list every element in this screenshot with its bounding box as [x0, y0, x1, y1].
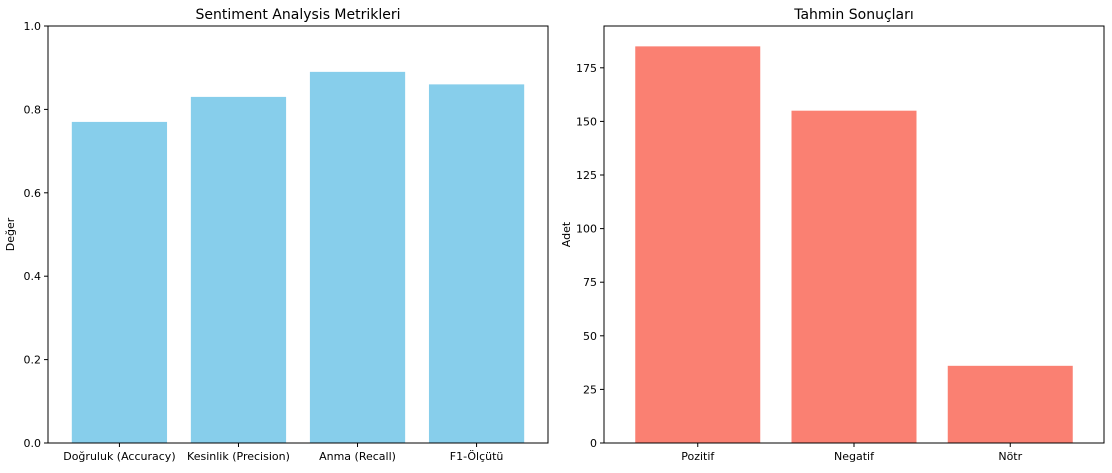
bar-do-ruluk-accuracy-	[71, 121, 168, 443]
x-tick-label: Doğruluk (Accuracy)	[63, 450, 175, 463]
plot-frame	[47, 25, 549, 444]
chart-title: Sentiment Analysis Metrikleri	[195, 7, 400, 23]
y-tick-label: 0.4	[24, 270, 42, 283]
bar-negatif	[791, 110, 917, 444]
x-tick-label: Kesinlik (Precision)	[187, 450, 290, 463]
y-tick-label: 0	[590, 437, 597, 450]
y-tick-label: 175	[576, 62, 597, 75]
bar-pozitif	[635, 46, 761, 443]
y-tick-label: 0.2	[24, 354, 42, 367]
y-tick-label: 0.0	[24, 437, 42, 450]
x-tick-label: Negatif	[834, 450, 875, 463]
x-tick-label: Anma (Recall)	[319, 450, 396, 463]
y-tick-label: 1.0	[24, 20, 42, 33]
x-tick-label: Pozitif	[681, 450, 715, 463]
y-tick-label: 0.8	[24, 103, 42, 116]
chart-prediction-results: Tahmin Sonuçları Adet 0 25 50 75 100 125 150 17…	[560, 7, 1105, 463]
x-tick-label: F1-Ölçütü	[450, 450, 504, 463]
chart-title: Tahmin Sonuçları	[793, 7, 914, 23]
bar-f1-l-t-	[428, 84, 525, 443]
y-tick-label: 25	[583, 383, 597, 396]
bar-anma-recall-	[309, 71, 406, 444]
y-tick-label: 75	[583, 276, 597, 289]
bar-n-tr	[947, 365, 1073, 443]
y-tick-label: 100	[576, 223, 597, 236]
x-tick-label: Nötr	[998, 450, 1022, 463]
y-axis-label: Adet	[560, 221, 573, 247]
chart-sentiment-metrics: Sentiment Analysis Metrikleri Değer 0.0 0…	[4, 7, 549, 463]
y-tick-label: 0.6	[24, 187, 42, 200]
y-tick-label: 50	[583, 330, 597, 343]
y-tick-label: 150	[576, 115, 597, 128]
bar-kesinlik-precision-	[190, 96, 287, 443]
y-axis-label: Değer	[4, 217, 17, 251]
y-tick-label: 125	[576, 169, 597, 182]
